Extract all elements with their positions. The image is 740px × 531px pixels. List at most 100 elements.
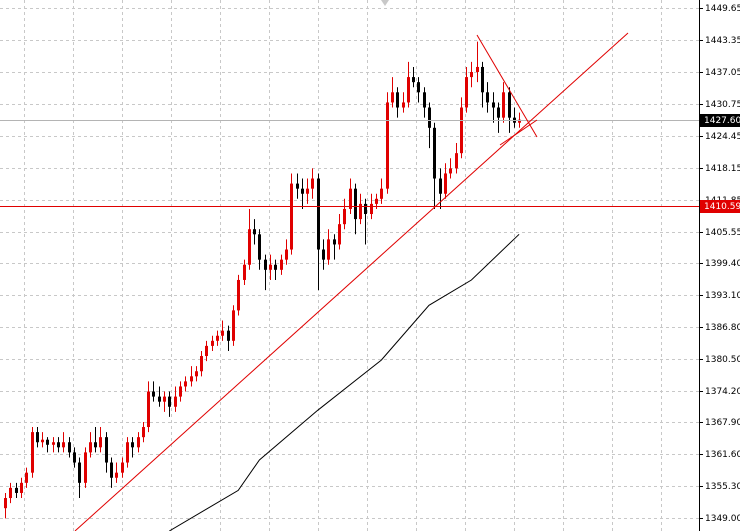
- candle-body: [465, 77, 468, 108]
- trend-line: [74, 32, 629, 531]
- candle-body: [4, 498, 7, 509]
- candle-body: [380, 188, 383, 199]
- candle-body: [211, 340, 214, 346]
- y-tick-label: 1399.40: [705, 259, 740, 269]
- candle-body: [455, 153, 458, 169]
- candle-body: [296, 183, 299, 189]
- candle-body: [243, 264, 246, 280]
- candle-body: [338, 224, 341, 245]
- candle-body: [433, 127, 436, 179]
- candle-body: [354, 188, 357, 220]
- candle-body: [301, 188, 304, 194]
- candle-body: [449, 168, 452, 174]
- y-tick-label: 1443.35: [705, 36, 740, 46]
- candle-body: [412, 77, 415, 83]
- y-tick-label: 1386.80: [705, 323, 740, 333]
- candle-body: [94, 442, 97, 448]
- candle-body: [280, 259, 283, 270]
- candle-body: [115, 472, 118, 478]
- candle-body: [439, 178, 442, 194]
- candle-body: [110, 462, 113, 478]
- candle-body: [62, 442, 65, 448]
- candle-body: [25, 472, 28, 483]
- candle-body: [402, 102, 405, 108]
- candle-body: [184, 381, 187, 387]
- candle-body: [168, 396, 171, 407]
- candle-body: [306, 188, 309, 194]
- candle-body: [391, 92, 394, 103]
- candle-body: [322, 249, 325, 260]
- candle-body: [317, 178, 320, 250]
- candle-body: [174, 396, 177, 407]
- candle-body: [131, 442, 134, 448]
- candle-body: [152, 391, 155, 397]
- candle-body: [290, 183, 293, 250]
- plot: [0, 41, 699, 531]
- candle-body: [142, 427, 145, 438]
- candle-body: [508, 92, 511, 118]
- candle-body: [428, 107, 431, 128]
- candle-body: [237, 279, 240, 311]
- candle-body: [248, 229, 251, 265]
- candle-body: [147, 391, 150, 428]
- y-tick-label: 1437.05: [705, 68, 740, 78]
- candle-body: [15, 487, 18, 493]
- y-tick-label: 1405.55: [705, 228, 740, 238]
- candle-body: [205, 345, 208, 357]
- candle-body: [264, 259, 267, 270]
- y-tick-label: 1418.15: [705, 164, 740, 174]
- candle-body: [78, 462, 81, 483]
- candle-body: [258, 234, 261, 260]
- y-tick-label: 1349.00: [705, 514, 740, 524]
- candle-body: [423, 92, 426, 108]
- candle-body: [269, 264, 272, 270]
- candle-body: [364, 203, 367, 215]
- candle-body: [99, 437, 102, 448]
- candle-body: [333, 239, 336, 245]
- candle-body: [492, 102, 495, 108]
- candle-body: [221, 330, 224, 336]
- price-axis: [700, 0, 740, 531]
- candle-body: [89, 442, 92, 453]
- trend-line: [476, 34, 538, 138]
- y-tick-label: 1367.90: [705, 418, 740, 428]
- candle-body: [126, 442, 129, 463]
- candle-body: [481, 66, 484, 93]
- y-tick-label: 1424.45: [705, 132, 740, 142]
- candle-body: [158, 396, 161, 402]
- candle-body: [502, 92, 505, 118]
- candle-body: [57, 442, 60, 448]
- candle-body: [375, 198, 378, 204]
- candle-body: [470, 72, 473, 78]
- y-tick-label: 1449.65: [705, 4, 740, 14]
- candle-body: [232, 310, 235, 341]
- candle-body: [105, 437, 108, 463]
- y-tick-label: 1361.60: [705, 450, 740, 460]
- candle-body: [518, 119, 521, 123]
- candle-body: [52, 442, 55, 445]
- level-label-box: [700, 200, 740, 213]
- candle-body: [200, 356, 203, 372]
- candle-body: [349, 188, 352, 209]
- y-tick-label: 1380.50: [705, 355, 740, 365]
- candle-body: [9, 487, 12, 499]
- candle-body: [497, 107, 500, 118]
- price-grid: [0, 8, 699, 519]
- y-tick-label: 1393.10: [705, 291, 740, 301]
- candle-body: [460, 107, 463, 154]
- candle-body: [396, 92, 399, 108]
- bid-label-box: [700, 114, 740, 127]
- candle-body: [253, 229, 256, 235]
- candle-body: [36, 432, 39, 443]
- candle-body: [476, 66, 479, 73]
- candle-body: [20, 482, 23, 493]
- level-label: 1410.59: [704, 202, 740, 212]
- candle-body: [84, 452, 87, 483]
- candle-body: [121, 462, 124, 473]
- y-tick-label: 1430.75: [705, 100, 740, 110]
- candle-body: [386, 102, 389, 189]
- candle-body: [343, 208, 346, 225]
- candle-body: [68, 442, 71, 453]
